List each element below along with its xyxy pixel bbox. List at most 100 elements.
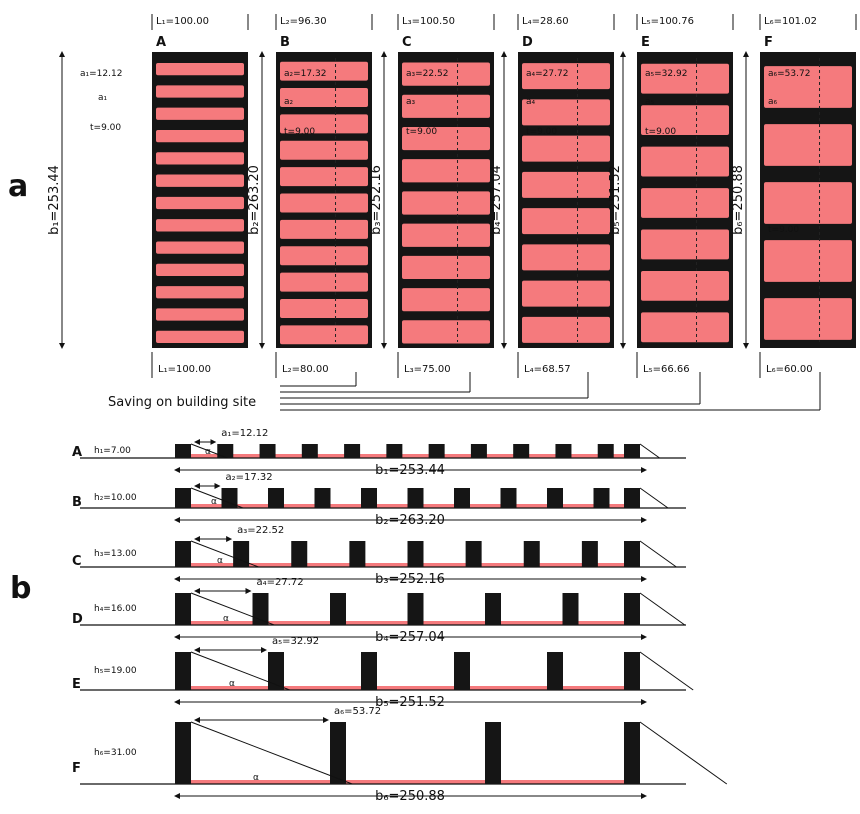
building-block [156, 196, 244, 210]
building-block [624, 541, 640, 567]
spacing-label: a₅=32.92 [272, 636, 319, 647]
thickness-label: t=9.00 [406, 127, 437, 137]
column-bottom-length-label: L₃=75.00 [404, 364, 451, 375]
column-letter: E [641, 35, 650, 50]
column-f: L₆=101.02 Fa₆=53.72 a₆ t=9.00 b₆=250.88 L₆=60… [731, 14, 857, 378]
shadow-strip [175, 454, 630, 458]
shadow-strip [175, 504, 630, 508]
building-block [349, 541, 366, 567]
building-block [547, 652, 563, 690]
panel-b-letter: b [10, 571, 31, 606]
building-block [641, 312, 729, 343]
spacing-symbol: a₅ [645, 97, 655, 107]
column-top-length-label: L₃=100.50 [402, 16, 455, 27]
building-block [156, 129, 244, 143]
building-block [156, 219, 244, 232]
spacing-label: a₂=17.32 [226, 472, 273, 483]
b-dimension-label: b₂=263.20 [375, 513, 445, 528]
building-block [402, 191, 490, 215]
building-block [301, 444, 318, 458]
building-block [259, 444, 276, 458]
building-block [156, 174, 244, 187]
building-block [485, 593, 501, 625]
height-label: h₃=13.00 [94, 549, 137, 559]
building-block [593, 488, 610, 508]
building-block [454, 652, 470, 690]
column-letter: A [156, 35, 166, 50]
building-block [500, 488, 517, 508]
building-block [386, 444, 403, 458]
shadow-slope [190, 487, 244, 509]
b-dimension-label: b₅=251.52 [375, 695, 445, 710]
column-bottom-length-label: L₁=100.00 [158, 364, 211, 375]
profile-row-letter: D [72, 612, 83, 627]
building-block [522, 244, 610, 271]
building-block [513, 444, 530, 458]
column-top-length-label: L₁=100.00 [156, 16, 209, 27]
building-block [407, 593, 424, 625]
building-block [156, 63, 244, 76]
building-block [402, 126, 490, 151]
b-dimension-label: b₄=257.04 [489, 165, 504, 235]
building-block [361, 652, 377, 690]
building-block [175, 444, 191, 458]
building-block [597, 444, 614, 458]
building-block [624, 488, 640, 508]
shadow-slope [190, 721, 353, 785]
building-block [280, 167, 368, 187]
building-block [280, 298, 368, 318]
spacing-label: a₃=22.52 [237, 525, 284, 536]
shadow-strip [175, 686, 630, 690]
building-block [764, 66, 852, 108]
b-dimension-label: b₁=253.44 [375, 463, 445, 478]
shadow-slope [639, 487, 669, 509]
thickness-label: t=9.00 [526, 127, 557, 137]
height-label: h₅=19.00 [94, 666, 137, 676]
building-block [330, 722, 346, 784]
b-dimension-label: b₃=252.16 [369, 165, 384, 235]
building-block [156, 330, 244, 343]
shadow-slope [639, 651, 694, 691]
building-block [547, 488, 563, 508]
building-block [175, 652, 191, 690]
building-block [402, 255, 490, 280]
column-letter: B [280, 35, 290, 50]
sun-angle-symbol: α [253, 773, 259, 783]
building-block [221, 488, 238, 508]
sun-angle-symbol: α [217, 556, 223, 566]
building-block [562, 593, 579, 625]
shadow-slope [190, 540, 259, 568]
building-block [402, 94, 490, 118]
building-block [555, 444, 572, 458]
b-dimension-label: b₆=250.88 [375, 789, 445, 804]
sun-angle-symbol: α [229, 679, 235, 689]
building-block [522, 171, 610, 198]
profile-row-letter: E [72, 677, 81, 692]
height-label: h₄=16.00 [94, 604, 137, 614]
thickness-label: t=9.00 [645, 127, 676, 137]
profile-row-letter: A [72, 445, 82, 460]
building-block [156, 308, 244, 321]
building-block [402, 320, 490, 344]
profile-row-letter: F [72, 761, 81, 776]
building-block [428, 444, 445, 458]
building-block [156, 107, 244, 120]
profile-row-letter: B [72, 495, 82, 510]
height-label: h₂=10.00 [94, 493, 137, 503]
building-block [641, 270, 729, 301]
building-block [641, 63, 729, 94]
building-block [764, 124, 852, 166]
column-top-length-label: L₄=28.60 [522, 16, 569, 27]
thickness-label: t=9.00 [90, 123, 121, 133]
column-top-length-label: L₂=96.30 [280, 16, 327, 27]
building-block [407, 541, 424, 567]
building-block [485, 722, 501, 784]
spacing-label: a₁=12.12 [221, 428, 268, 439]
building-block [454, 488, 470, 508]
building-block [330, 593, 346, 625]
shadow-slope [639, 443, 660, 459]
height-label: h₆=31.00 [94, 748, 137, 758]
